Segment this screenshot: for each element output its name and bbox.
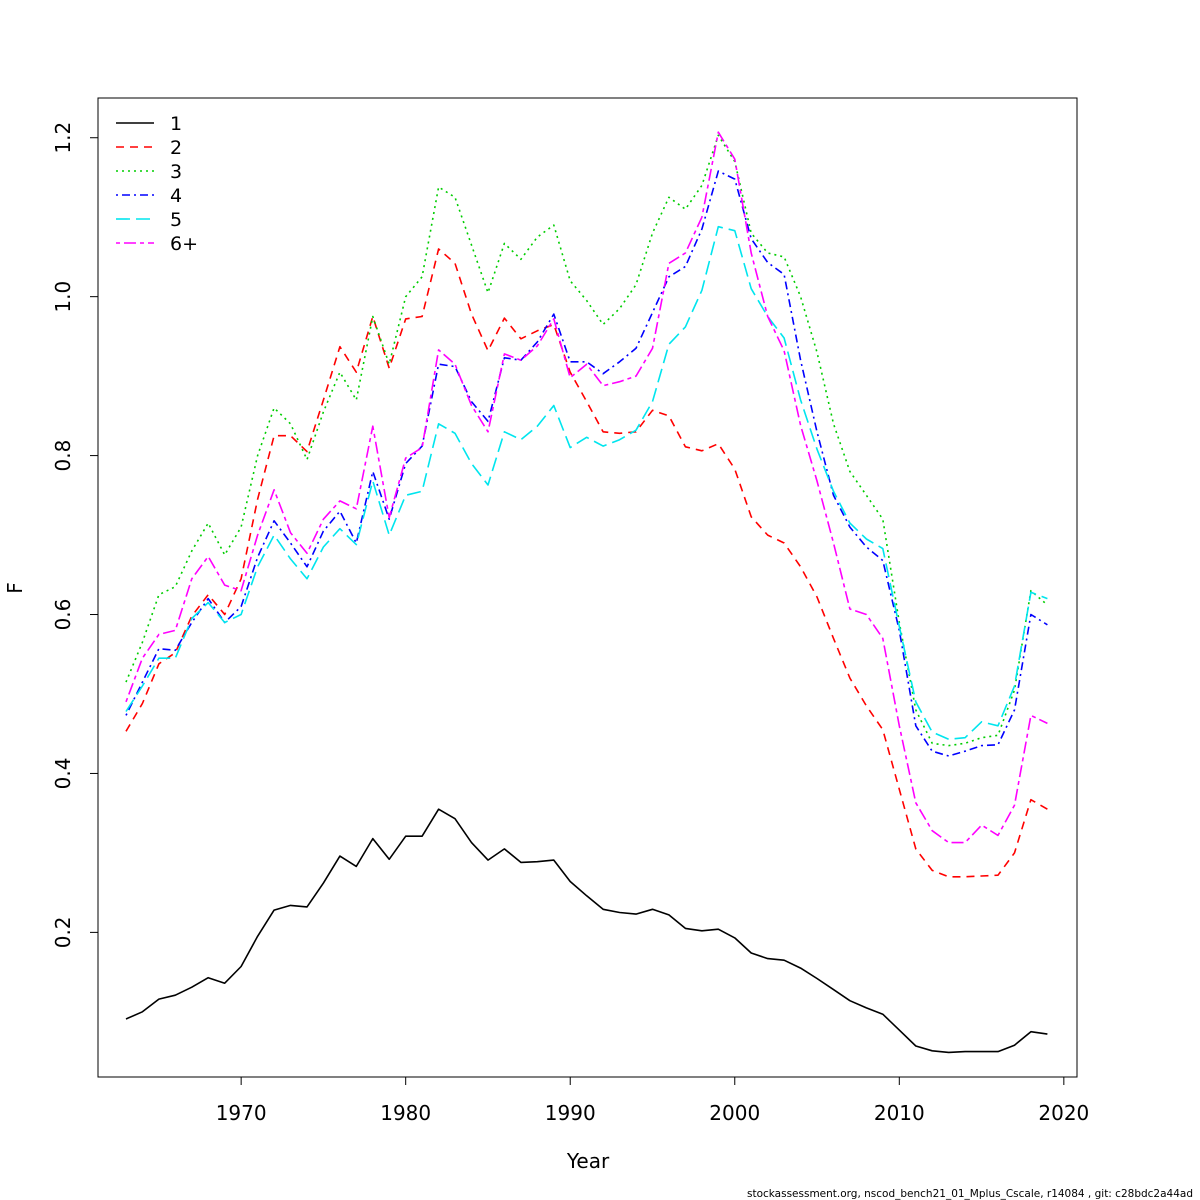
x-tick-label: 2020: [1038, 1101, 1089, 1125]
x-axis-title: Year: [566, 1149, 610, 1173]
y-axis-ticks: 0.2 0.4 0.6 0.8 1.0 1.2: [51, 122, 98, 948]
y-tick-label: 0.4: [51, 758, 75, 790]
series-line-2: [125, 248, 1048, 878]
series-line-5: [125, 225, 1048, 741]
plot-frame: [97, 97, 1078, 1078]
y-tick-label: 0.6: [51, 599, 75, 631]
series-line-6plus: [125, 131, 1048, 844]
legend-label-4: 4: [170, 185, 182, 207]
x-tick-label: 1970: [216, 1101, 267, 1125]
x-axis-ticks: 1970 1980 1990 2000 2010 2020: [216, 1077, 1089, 1125]
y-tick-label: 0.2: [51, 916, 75, 948]
y-axis-title: F: [3, 582, 27, 594]
legend-label-3: 3: [170, 161, 182, 183]
series-line-4: [125, 170, 1048, 757]
series-line-3: [125, 134, 1048, 747]
legend-label-5: 5: [170, 209, 182, 231]
legend-label-2: 2: [170, 137, 182, 159]
y-tick-label: 1.0: [51, 281, 75, 313]
legend-label-1: 1: [170, 113, 182, 135]
footer-note: stockassessment.org, nscod_bench21_01_Mp…: [747, 1188, 1193, 1200]
x-tick-label: 2000: [709, 1101, 760, 1125]
y-tick-label: 0.8: [51, 440, 75, 472]
x-tick-label: 1990: [545, 1101, 596, 1125]
series-line-1: [125, 808, 1048, 1054]
x-tick-label: 1980: [380, 1101, 431, 1125]
x-tick-label: 2010: [874, 1101, 925, 1125]
y-tick-label: 1.2: [51, 122, 75, 154]
series-lines: [125, 131, 1048, 1054]
legend-label-6plus: 6+: [170, 233, 198, 255]
